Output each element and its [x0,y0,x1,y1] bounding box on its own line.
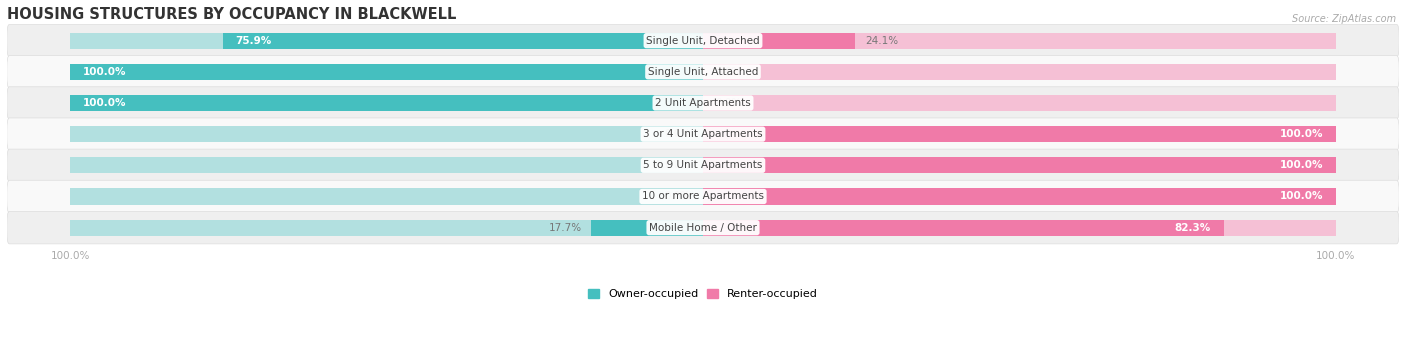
Bar [222,32,703,49]
Text: 75.9%: 75.9% [235,36,271,45]
Text: 0.0%: 0.0% [664,129,690,139]
Text: 3 or 4 Unit Apartments: 3 or 4 Unit Apartments [643,129,763,139]
Text: 2 Unit Apartments: 2 Unit Apartments [655,98,751,108]
Bar [703,32,1336,49]
Bar [703,32,855,49]
Bar [703,188,1336,205]
FancyBboxPatch shape [7,118,1399,150]
FancyBboxPatch shape [7,87,1399,119]
Bar [70,188,703,205]
Text: 17.7%: 17.7% [548,223,582,233]
Text: 100.0%: 100.0% [83,98,127,108]
Text: 100.0%: 100.0% [1279,192,1323,201]
Bar [70,95,703,111]
FancyBboxPatch shape [7,149,1399,182]
Bar [70,126,703,142]
Bar [591,220,703,236]
Text: 0.0%: 0.0% [664,192,690,201]
Text: HOUSING STRUCTURES BY OCCUPANCY IN BLACKWELL: HOUSING STRUCTURES BY OCCUPANCY IN BLACK… [7,7,457,22]
Bar [703,220,1336,236]
Text: 0.0%: 0.0% [716,98,742,108]
Bar [703,95,1336,111]
Bar [703,126,1336,142]
Text: 0.0%: 0.0% [664,160,690,170]
Text: Mobile Home / Other: Mobile Home / Other [650,223,756,233]
Text: 24.1%: 24.1% [865,36,898,45]
FancyBboxPatch shape [7,211,1399,244]
Bar [70,64,703,80]
Text: 10 or more Apartments: 10 or more Apartments [643,192,763,201]
Text: 100.0%: 100.0% [83,67,127,77]
FancyBboxPatch shape [7,180,1399,213]
Text: Source: ZipAtlas.com: Source: ZipAtlas.com [1292,14,1396,24]
Bar [70,157,703,173]
Bar [703,126,1336,142]
Text: Single Unit, Attached: Single Unit, Attached [648,67,758,77]
FancyBboxPatch shape [7,56,1399,88]
Legend: Owner-occupied, Renter-occupied: Owner-occupied, Renter-occupied [583,285,823,304]
Text: 0.0%: 0.0% [716,67,742,77]
Text: 100.0%: 100.0% [1279,129,1323,139]
Bar [70,95,703,111]
FancyBboxPatch shape [7,24,1399,57]
Bar [703,157,1336,173]
Text: 100.0%: 100.0% [1279,160,1323,170]
Bar [703,220,1223,236]
Text: Single Unit, Detached: Single Unit, Detached [647,36,759,45]
Bar [70,32,703,49]
Bar [70,220,703,236]
Bar [703,157,1336,173]
Bar [703,188,1336,205]
Bar [70,64,703,80]
Text: 5 to 9 Unit Apartments: 5 to 9 Unit Apartments [644,160,762,170]
Text: 82.3%: 82.3% [1175,223,1211,233]
Bar [703,64,1336,80]
